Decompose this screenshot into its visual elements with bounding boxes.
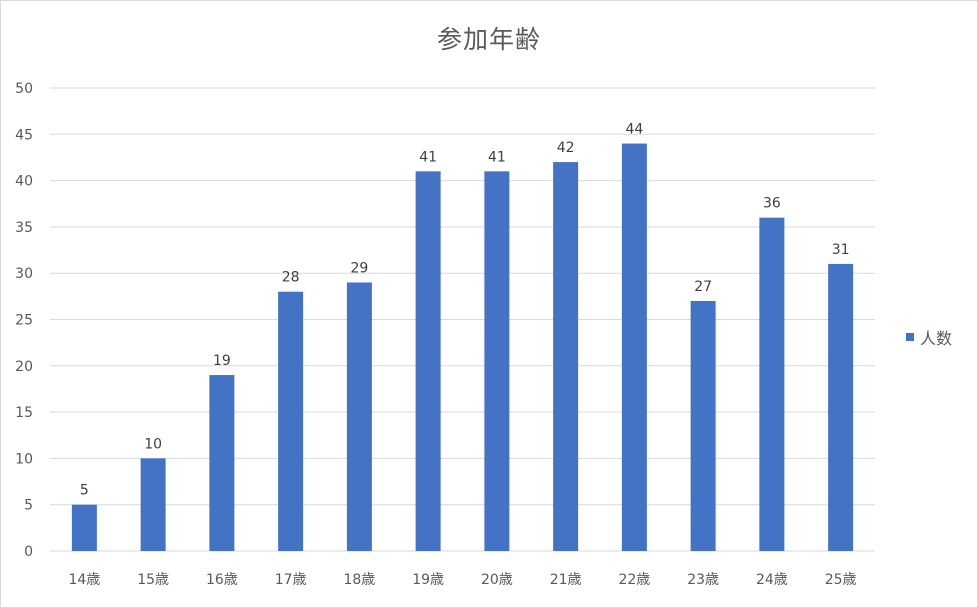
data-label: 42 [557,140,575,156]
y-tick-label: 30 [15,266,33,282]
x-tick-label: 19歳 [412,572,444,588]
bar [621,143,647,551]
bar [759,217,785,551]
data-label: 27 [694,279,712,295]
y-tick-label: 35 [15,220,33,236]
bar [278,291,304,551]
legend-swatch [906,333,914,341]
bar [828,263,854,551]
y-tick-label: 45 [15,127,33,143]
chart-title: 参加年齢 [436,25,541,54]
y-axis-ticks: 0 5 10 15 20 25 30 35 40 45 50 [15,81,33,560]
data-label: 41 [488,149,506,165]
x-tick-label: 14歳 [68,572,100,588]
data-label: 31 [832,242,850,258]
data-label: 28 [282,270,300,286]
bar [415,171,441,551]
x-axis-ticks: 14歳 15歳 16歳 17歳 18歳 19歳 20歳 21歳 22歳 23歳 24歳 25歳 [68,572,856,588]
bar [690,300,716,551]
data-label: 36 [763,196,781,212]
y-tick-label: 40 [15,174,33,190]
bars [71,143,854,551]
bar [71,504,97,551]
bar [140,458,166,551]
x-tick-label: 17歳 [275,572,307,588]
bar [553,162,579,551]
y-tick-label: 5 [24,498,33,514]
legend-label: 人数 [920,329,953,348]
bar [484,171,510,551]
x-tick-label: 21歳 [550,572,582,588]
x-tick-label: 22歳 [618,572,650,588]
y-tick-label: 10 [15,451,33,467]
bar [346,282,372,551]
data-label: 5 [80,483,89,499]
data-label: 44 [625,122,643,138]
bar [209,375,235,551]
x-tick-label: 24歳 [756,572,788,588]
gridlines [50,87,875,552]
data-label: 29 [350,260,368,276]
data-label: 41 [419,149,437,165]
data-label: 10 [144,436,162,452]
x-tick-label: 18歳 [343,572,375,588]
x-tick-label: 16歳 [206,572,238,588]
data-label: 19 [213,353,231,369]
x-tick-label: 23歳 [687,572,719,588]
y-tick-label: 25 [15,313,33,329]
x-tick-label: 25歳 [825,572,857,588]
x-tick-label: 15歳 [137,572,169,588]
y-tick-label: 50 [15,81,33,97]
data-labels: 5 10 19 28 29 41 41 42 44 27 36 31 [80,122,850,499]
legend: 人数 [906,325,952,349]
y-tick-label: 15 [15,405,33,421]
y-tick-label: 20 [15,359,33,375]
y-tick-label: 0 [24,544,33,560]
x-tick-label: 20歳 [481,572,513,588]
